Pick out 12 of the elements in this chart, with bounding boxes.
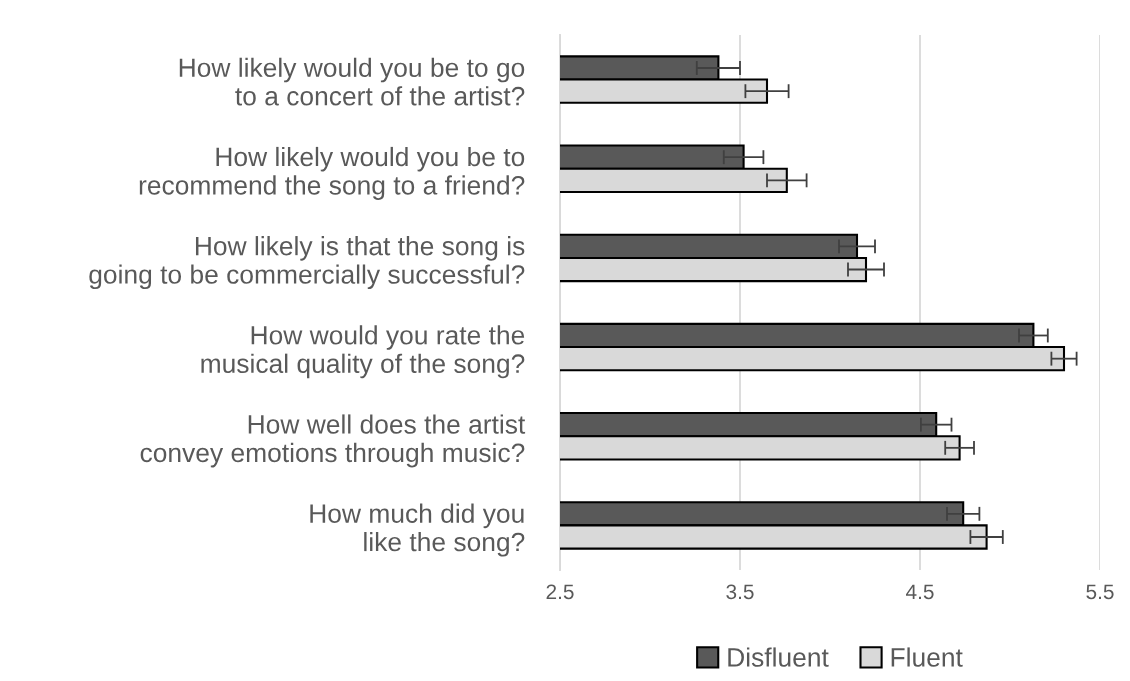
- y-tick-label: How much did you like the song?: [310, 503, 525, 557]
- y-tick-label: How well does the artist convey emotions through music?: [140, 414, 526, 468]
- y-tick-label: How likely is that the song is going to be commercially successful?: [89, 236, 525, 290]
- x-tick-label: 4.5: [906, 584, 934, 600]
- x-tick-label: 2.5: [546, 584, 574, 600]
- y-tick-label: How likely would you be to recommend the song to a friend?: [139, 146, 525, 200]
- y-tick-label: How would you rate the musical quality of the song?: [201, 325, 525, 379]
- y-tick-label: How likely would you be to go to a concert of the artist?: [179, 57, 525, 106]
- legend-label: Fluent: [891, 647, 963, 667]
- legend-label: Disfluent: [728, 647, 829, 667]
- x-tick-label: 3.5: [726, 584, 754, 600]
- x-tick-label: 5.5: [1086, 584, 1114, 600]
